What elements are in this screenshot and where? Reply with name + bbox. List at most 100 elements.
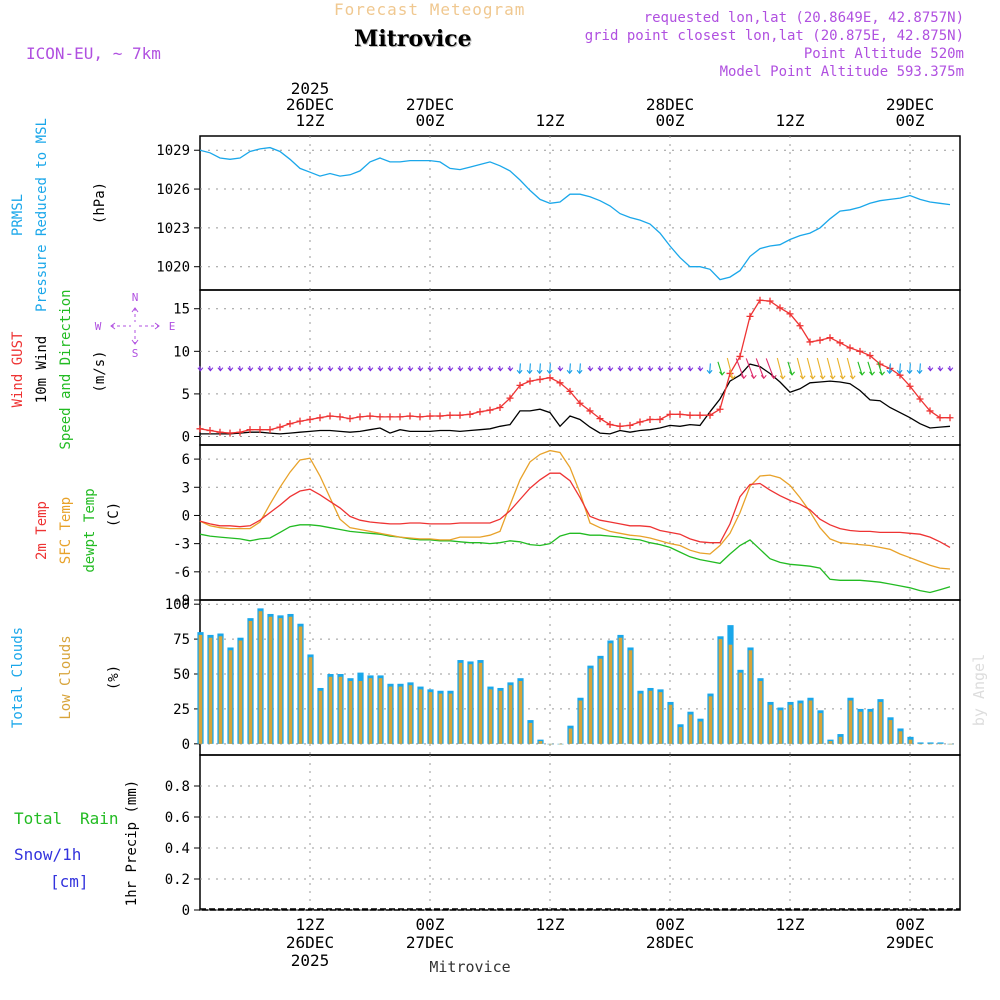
low-clouds-bar [478,662,483,744]
gust-marker [596,415,604,423]
bottom-time-label: 29DEC [886,933,934,952]
wind-direction-arrowhead [477,367,484,372]
wind-direction-arrowhead [839,375,846,380]
wind-direction-arrowhead [207,367,214,372]
wind-direction-arrow [529,363,531,374]
temperature-ytick-label: 0 [182,508,190,524]
wind-direction-arrowhead [729,375,736,380]
gust-marker [356,413,364,421]
gust-marker [686,411,694,419]
total-clouds-bar [927,742,934,744]
wind-direction-arrowhead [770,374,777,380]
wind-direction-arrowhead [357,367,364,372]
low-clouds-bar [288,616,293,744]
wind-direction-arrow [709,363,711,374]
gust-marker [396,413,404,421]
gust-marker [386,413,394,421]
low-clouds-bar [488,689,493,744]
gust-marker [516,381,524,389]
wind-direction-arrow [755,358,765,379]
low-clouds-bar [278,618,283,744]
wind-direction-arrow [826,357,834,379]
gust-marker [856,347,864,355]
wind-direction-arrowhead [617,367,624,372]
wind-direction-arrowhead [719,371,725,376]
low-clouds-bar [438,693,443,744]
pressure-ytick-label: 1026 [156,182,190,198]
gust-marker [446,411,454,419]
precip-frame [199,754,961,911]
low-clouds-bar [608,643,613,744]
gust-line [199,299,950,434]
pressure-unit: (hPa) [92,182,108,224]
gust-marker [766,297,774,305]
wind-direction-arrowhead [317,367,324,372]
bottom-time-label: 12Z [776,915,805,934]
wind-direction-arrowhead [457,367,464,372]
wind-direction-arrowhead [287,367,294,372]
temp-unit: (C) [106,502,122,527]
wind-direction-arrowhead [497,367,504,372]
top-time-label: 00Z [656,111,685,130]
gust-marker [376,413,384,421]
precip-label-rain: Rain [80,809,119,828]
wind-direction-arrow [867,361,873,376]
top-time-label: 2025 [291,79,330,98]
wind-direction-arrow [776,357,784,379]
low-clouds-bar [578,700,583,744]
wind-direction-arrow [765,358,775,379]
wind-direction-arrow [806,357,814,379]
low-clouds-bar [848,700,853,744]
gust-marker [796,322,804,330]
low-clouds-bar [458,662,463,744]
gust-marker [936,414,944,422]
wind-ylabel-gust: Wind GUST [10,331,26,407]
low-clouds-bar [818,713,823,744]
low-clouds-bar [348,680,353,744]
point-altitude: Point Altitude 520m [803,46,964,62]
wind-direction-arrowhead [687,367,694,372]
low-clouds-bar [308,657,313,744]
top-time-label: 27DEC [406,95,454,114]
wind-direction-arrowhead [829,375,836,380]
temperature-ytick-label: -9 [173,593,190,609]
low-clouds-bar [198,634,203,744]
gust-marker [526,377,534,385]
wind-direction-arrowhead [750,374,757,380]
wind-direction-arrowhead [906,369,913,375]
wind-direction-arrow [745,358,755,379]
low-clouds-bar [808,700,813,744]
clouds-ylabel-low: Low Clouds [58,635,74,719]
low-clouds-bar [888,720,893,744]
wind-direction-arrowhead [859,371,865,376]
wind-direction-arrowhead [467,367,474,372]
low-clouds-bar [638,693,643,744]
clouds-ytick-label: 100 [165,597,190,613]
wind-direction-arrowhead [347,367,354,372]
low-clouds-bar [938,743,943,745]
wind-direction-arrowhead [886,369,893,375]
low-clouds-bar [668,704,673,744]
wind-direction-arrow [726,357,734,379]
low-clouds-bar [838,736,843,744]
temp2m-line [199,472,951,548]
wind-direction-arrowhead [809,375,816,380]
gust-marker [916,395,924,403]
gust-marker [806,338,814,346]
low-clouds-bar [658,692,663,744]
total-clouds-bar [917,742,924,744]
gust-marker [926,407,934,415]
low-clouds-bar [648,690,653,744]
top-time-label: 26DEC [286,95,334,114]
wind-direction-arrowhead [237,367,244,372]
gust-marker [406,412,414,420]
low-clouds-bar [718,639,723,744]
wind-direction-arrowhead [947,367,954,372]
gust-marker [316,414,324,422]
low-clouds-bar [358,680,363,744]
temperature-ytick-label: 3 [182,480,190,496]
wind-direction-arrowhead [257,367,264,372]
wind-unit: (m/s) [92,350,108,392]
wind-direction-arrowhead [277,367,284,372]
